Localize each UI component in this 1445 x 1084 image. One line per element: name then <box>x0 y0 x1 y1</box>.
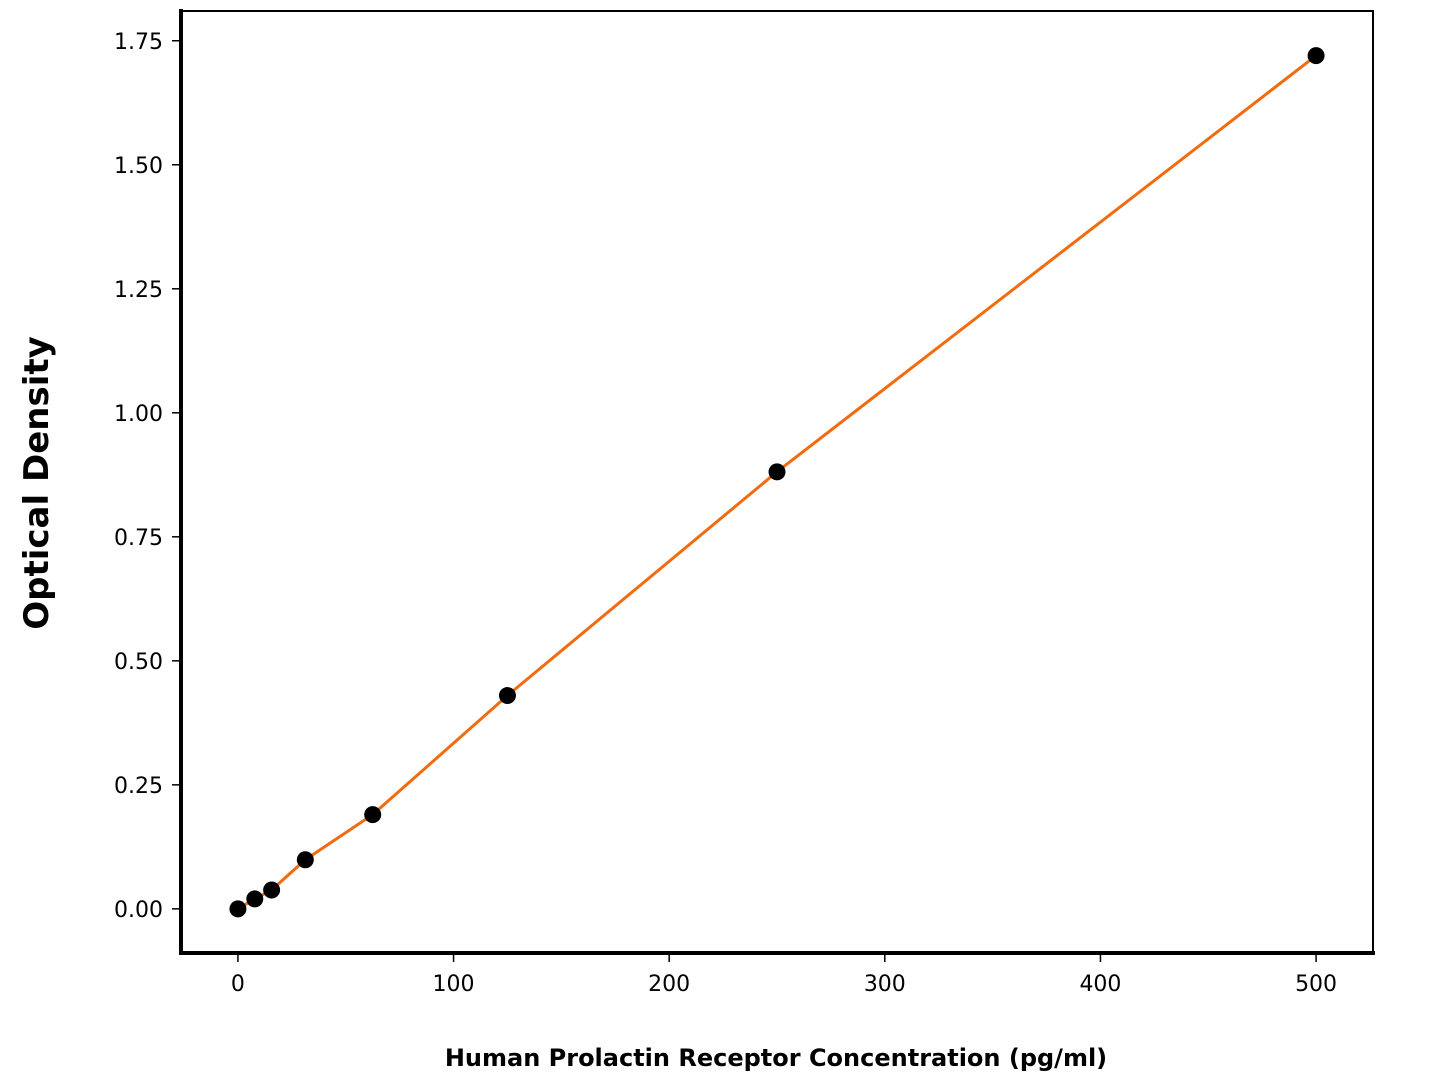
x-tick-label: 500 <box>1295 972 1337 997</box>
data-point <box>263 881 281 899</box>
data-point <box>364 806 382 824</box>
fit-curve <box>237 54 1318 911</box>
data-point <box>1307 47 1325 65</box>
data-point <box>229 900 247 918</box>
y-tick-label: 0.00 <box>114 898 163 923</box>
x-axis-ticks: 0 100 200 300 400 500 <box>231 953 1337 997</box>
y-tick-label: 1.25 <box>114 278 163 303</box>
y-axis-label: Optical Density <box>17 336 57 630</box>
y-tick-label: 0.25 <box>114 774 163 799</box>
data-point <box>246 890 264 908</box>
y-tick-label: 1.00 <box>114 402 163 427</box>
x-tick-label: 100 <box>433 972 475 997</box>
y-tick-label: 0.75 <box>114 526 163 551</box>
x-tick-label: 400 <box>1079 972 1121 997</box>
data-point <box>498 687 516 705</box>
plot-area <box>179 9 1375 955</box>
y-tick-label: 0.50 <box>114 650 163 675</box>
data-point <box>768 463 786 481</box>
y-tick-label: 1.75 <box>114 30 163 55</box>
y-axis-ticks: 0.00 0.25 0.50 0.75 1.00 1.25 1.50 1.75 <box>114 30 181 923</box>
x-tick-label: 200 <box>648 972 690 997</box>
plot-frame <box>180 10 1374 954</box>
x-axis-label: Human Prolactin Receptor Concentration (… <box>445 1044 1107 1072</box>
x-tick-label: 0 <box>231 972 245 997</box>
data-point <box>296 851 314 869</box>
y-tick-label: 1.50 <box>114 154 163 179</box>
x-tick-label: 300 <box>864 972 906 997</box>
